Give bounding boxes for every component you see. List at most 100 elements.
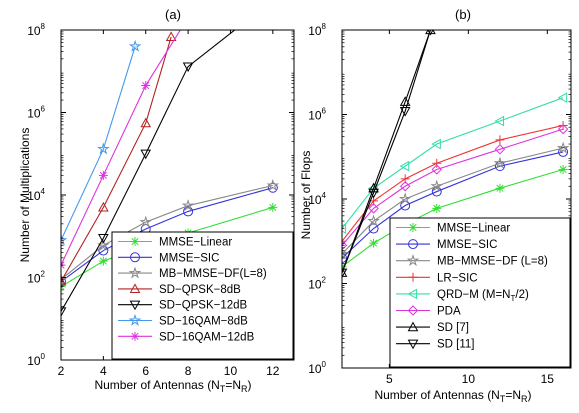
panel-a-series-5-point [128,39,142,52]
panel-a-legend-marker-5 [128,313,142,326]
panel-b-series-0-point [369,238,379,248]
panel-a-legend-label-4: SD−QPSK−12dB [159,300,248,312]
panel-b-legend-marker-5 [407,305,419,316]
panel-b-legend-box [389,217,571,368]
panel-b-series-7-point [399,107,411,117]
panel-a-series-line-5 [61,46,136,241]
panel-a-series-line-3 [61,36,172,282]
panel-a-legend-label-1: MMSE−SIC [159,252,219,264]
panel-b-series-5-point [368,203,379,214]
panel-b-series-2-point [342,247,349,260]
panel-a-x-tick-label: 12 [266,364,280,378]
panel-b-series-line-2 [342,147,564,255]
panel-b-series-7-point [342,268,348,279]
panel-b-series-4-point [399,160,410,172]
panel-b-series-3-point [558,120,568,130]
panel-b-series-line-4 [342,97,564,229]
panel-b-series-line-6 [342,30,431,273]
panel-b-series-0-point [558,164,568,174]
panel-a-series-2-point [181,199,195,212]
panel-b-series-7-point [368,188,379,199]
panel-a-series-1-point [61,276,66,287]
panel-b-series-2-point [556,141,570,154]
panel-b-y-tick-label: 102 [308,276,326,292]
panel-b-series-5-point [494,144,506,155]
panel-a-series-6-point [98,170,108,180]
panel-b-x-axis-label: Number of Antennas (NT=NR) [374,388,531,404]
panel-b-legend-label-2: MB−MMSE−DF (L=8) [437,256,548,268]
panel-b-series-5-point [557,123,569,135]
panel-a-series-5-point [61,233,68,246]
panel-a-legend-marker-3 [129,283,141,293]
panel-b-series-line-0 [342,168,564,268]
panel-a-x-tick-label: 10 [224,364,238,378]
panel-a-legend: MMSE−Linear MMSE−SIC MB−MMSE−DF(L=8) SD−QPS… [111,231,294,360]
panel-b-series-1-point [431,186,442,197]
panel-a-series-1-point [183,206,194,217]
panel-a-series-2-point [139,215,153,228]
panel-a-y-tick-label: 104 [27,187,45,203]
panel-b-legend-marker-6 [407,321,419,332]
panel-b-series-0-point [432,203,442,213]
panel-b-legend-marker-7 [407,339,419,350]
panel-a-legend-marker-0 [130,237,140,246]
panel-a-legend-label-3: SD−QPSK−8dB [159,284,241,296]
panel-a-legend-label-6: SD−16QAM−12dB [159,331,255,343]
panel-a-series-4-point [61,307,67,318]
panel-a-series-5-point [97,142,110,155]
panel-b-legend-marker-1 [408,239,418,250]
panel-a-series-4-point [98,234,109,244]
panel-a-series-2-point [266,178,280,191]
panel-b-series-line-7 [342,30,431,273]
panel-a-y-tick-label: 100 [27,352,45,368]
panel-b-y-tick-label: 104 [308,191,326,207]
panel-a-series-4-point [182,62,194,73]
panel-b-x-tick-label: 15 [541,372,555,386]
panel-a-y-axis-label: Number of Multiplications [18,128,32,263]
panel-a-series-line-4 [61,30,236,312]
panel-b-legend: MMSE−Linear MMSE−SIC MB−MMSE−DF (L=8) LR−SI… [389,217,571,368]
panel-a-legend-label-0: MMSE−Linear [159,237,232,249]
panel-b-y-tick-label: 100 [308,360,326,376]
panel-b-series-2-point [398,192,412,205]
panel-b-series-line-5 [342,128,564,246]
panel-a-x-axis-label: Number of Antennas (NT=NR) [94,378,251,394]
panel-b-series-4-point [494,115,505,127]
panel-b-series-5-point [399,181,411,192]
panel-b-x-tick-label: 5 [386,372,393,386]
panel-b-legend-marker-2 [406,254,420,267]
panel-a-x-tick-label: 8 [185,364,192,378]
panel-a-series-0-point [268,202,278,212]
panel-b-series-3-point [432,158,442,168]
panel-a-x-tick-label: 2 [58,364,65,378]
panel-b-series-1-point [368,223,379,234]
panel-b-series-3-point [495,135,505,145]
panel-a-series-3-point [98,201,109,212]
panel-a: (a) 2 4 6 8 10 12 100 102 104 106 108 Number of Mu… [18,7,295,394]
panel-b-y-tick-label: 108 [308,22,326,38]
panel-a-legend-label-2: MB−MMSE−DF(L=8) [159,268,267,280]
panel-a-x-tick-label: 6 [142,364,149,378]
panel-b-y-axis-label: Number of Flops [299,151,313,240]
panel-b-legend-label-3: LR−SIC [437,272,478,284]
panel-a-series-line-6 [61,30,181,266]
panel-b-legend-label-1: MMSE−SIC [437,239,497,251]
panel-a-legend-marker-6 [130,331,140,341]
panel-a-legend-label-5: SD−16QAM−8dB [159,316,248,328]
panel-a-series-6-point [141,81,151,91]
panel-a-series-4-point [140,149,152,160]
panel-b-series-line-1 [342,151,564,259]
panel-b-series-1-point [342,253,347,264]
panel-b-series-2-point [367,214,380,227]
panel-a-x-tick-label: 4 [100,364,107,378]
panel-b-legend-label-6: SD [7] [437,322,469,334]
panel-a-legend-marker-1 [130,252,140,263]
panel-b-legend-label-4: QRD−M (M=NT/2) [437,289,529,303]
panel-b-series-4-point [342,223,347,234]
panel-a-series-3-point [140,117,152,128]
panel-b-series-4-point [557,92,568,104]
panel-a-series-line-1 [61,187,273,282]
panel-b-series-line-3 [342,124,564,242]
panel-b-series-5-point [342,240,348,251]
